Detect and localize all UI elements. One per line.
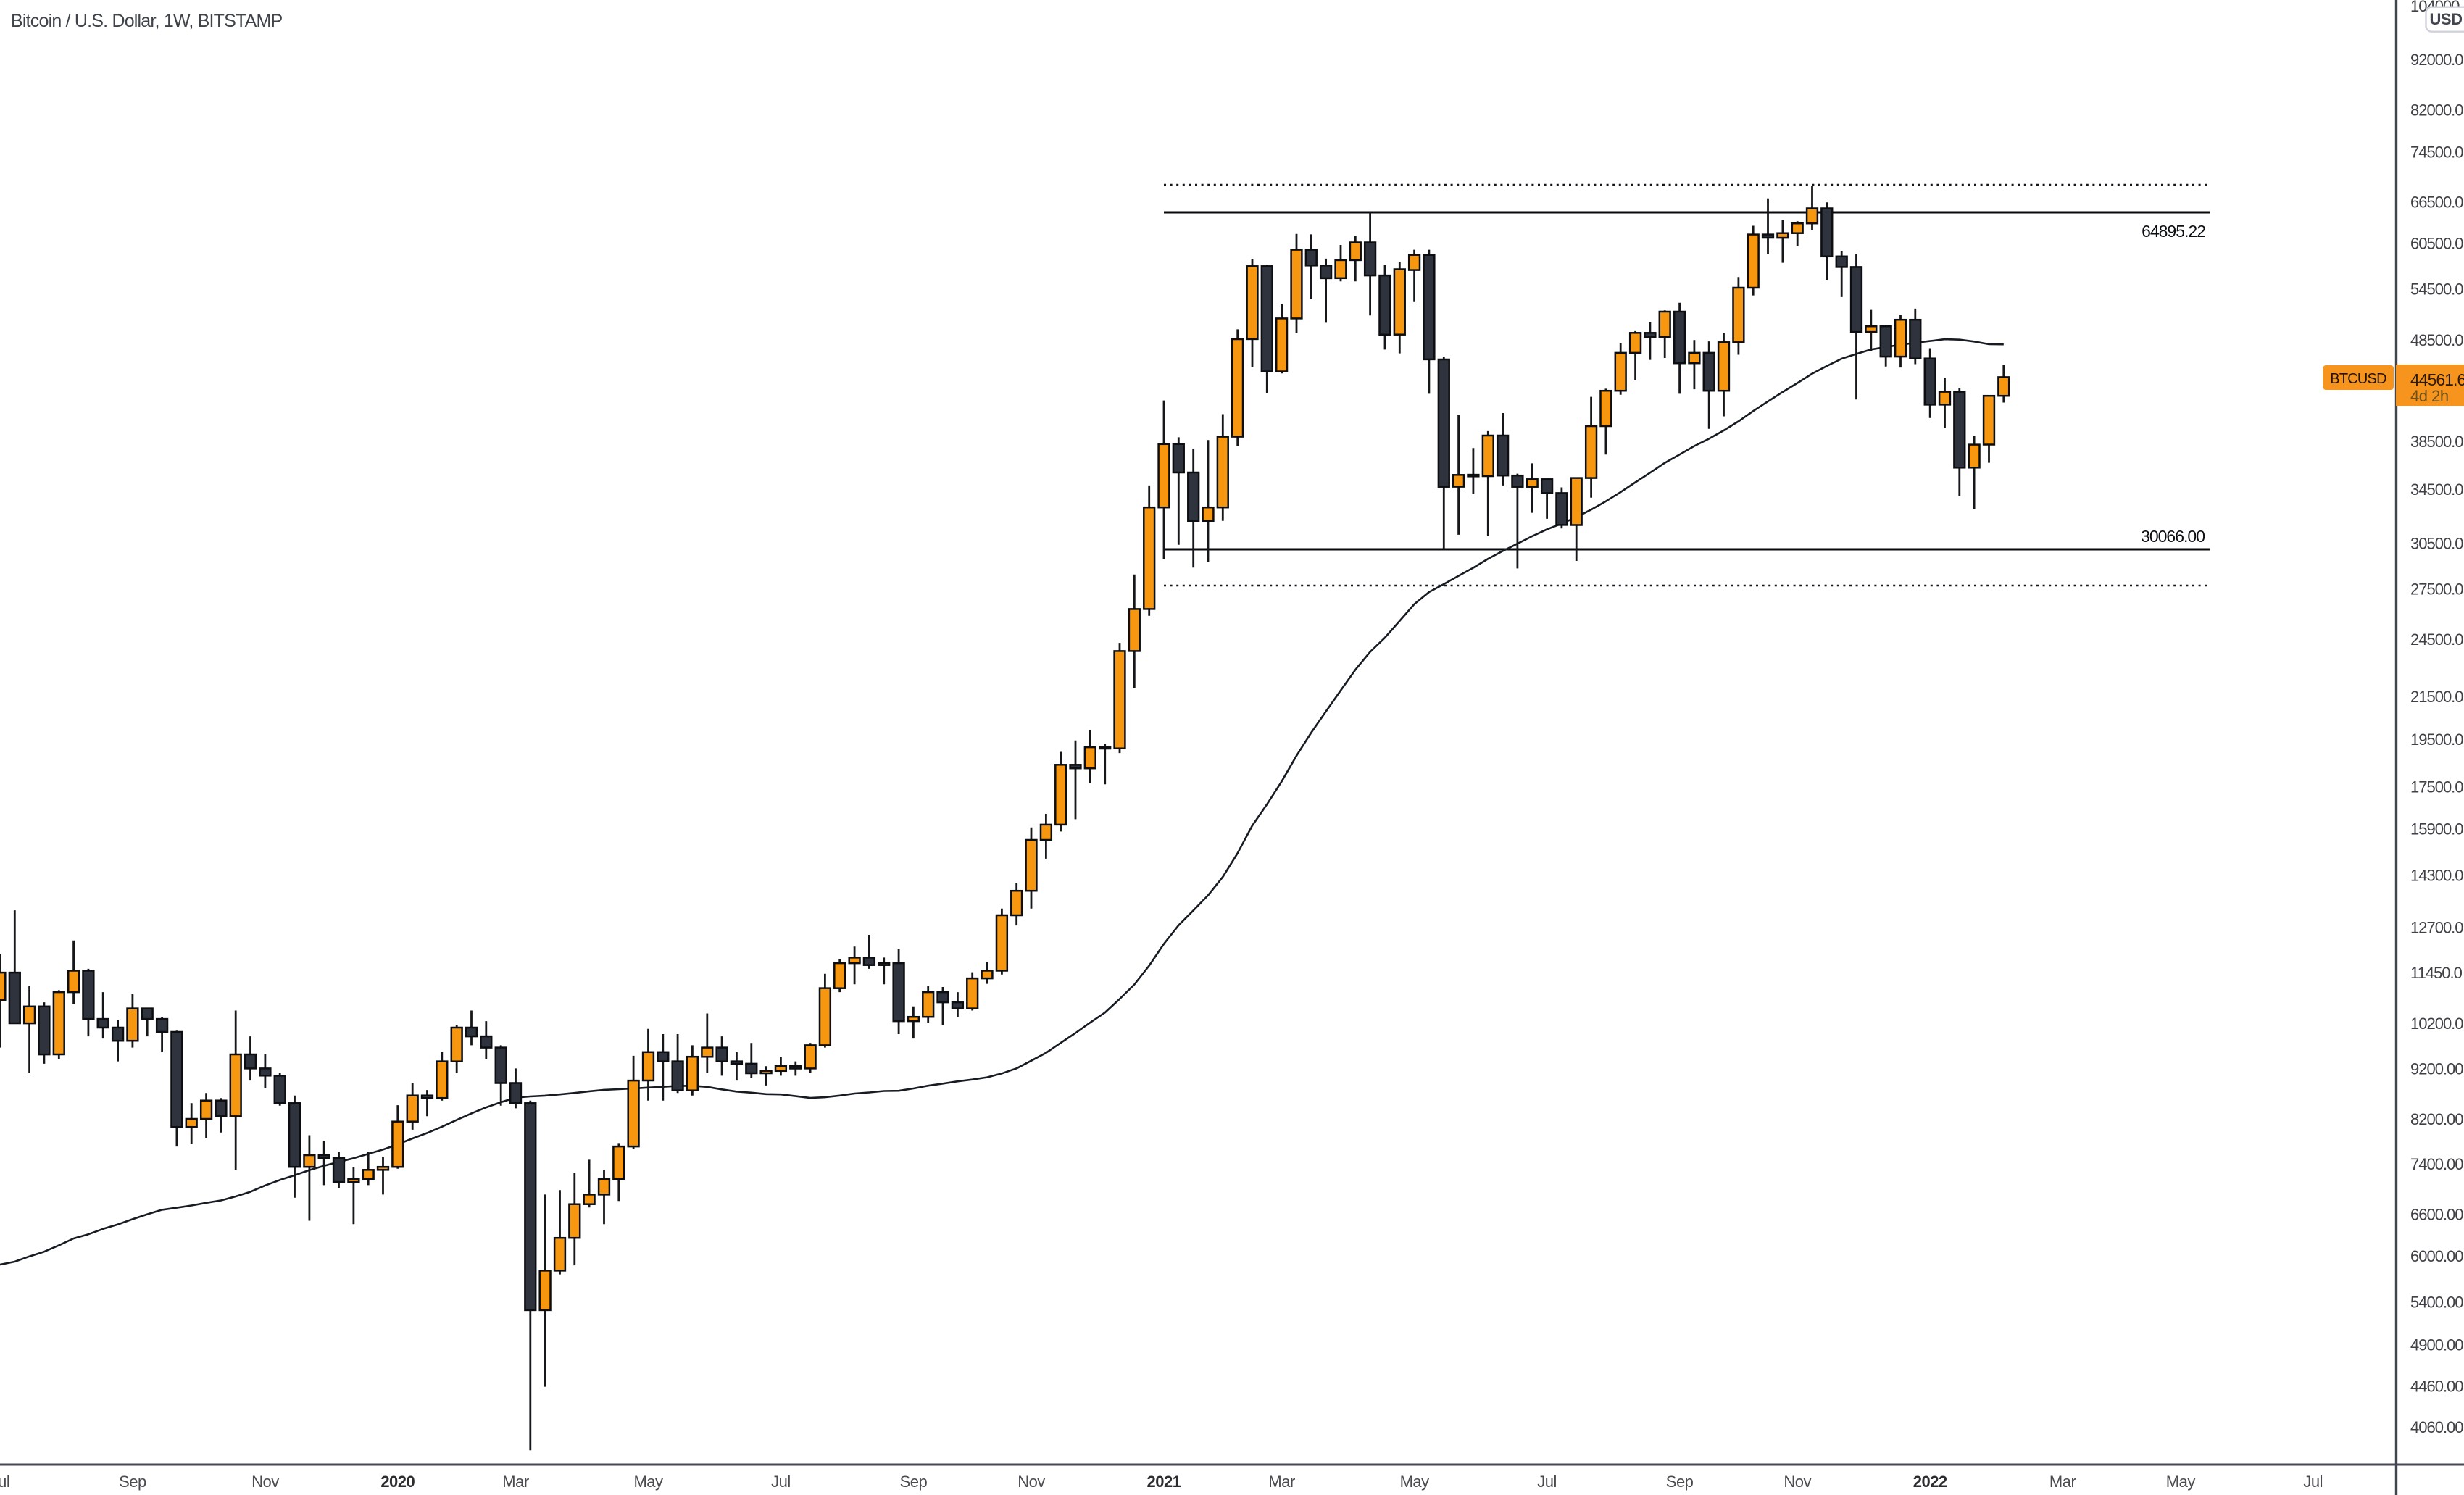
svg-text:2021: 2021 bbox=[1147, 1473, 1181, 1491]
svg-text:60500.0: 60500.0 bbox=[2410, 235, 2463, 253]
svg-text:7400.00: 7400.00 bbox=[2410, 1155, 2463, 1173]
svg-text:54500.0: 54500.0 bbox=[2410, 280, 2463, 299]
svg-text:11450.0: 11450.0 bbox=[2410, 964, 2463, 982]
svg-text:4900.00: 4900.00 bbox=[2410, 1336, 2463, 1354]
svg-text:May: May bbox=[633, 1473, 663, 1491]
svg-text:USD: USD bbox=[2430, 10, 2463, 28]
svg-text:24500.0: 24500.0 bbox=[2410, 630, 2463, 649]
svg-text:92000.0: 92000.0 bbox=[2410, 51, 2463, 69]
svg-text:30500.0: 30500.0 bbox=[2410, 535, 2463, 553]
svg-text:Sep: Sep bbox=[900, 1473, 928, 1491]
svg-text:2022: 2022 bbox=[1913, 1473, 1947, 1491]
svg-text:66500.0: 66500.0 bbox=[2410, 193, 2463, 211]
svg-text:Mar: Mar bbox=[502, 1473, 529, 1491]
svg-text:Jul: Jul bbox=[2303, 1473, 2323, 1491]
svg-text:4060.00: 4060.00 bbox=[2410, 1418, 2463, 1436]
svg-text:Nov: Nov bbox=[251, 1473, 279, 1491]
svg-text:BTCUSD: BTCUSD bbox=[2330, 371, 2386, 387]
svg-text:Jul: Jul bbox=[0, 1473, 9, 1491]
svg-text:30066.00: 30066.00 bbox=[2141, 527, 2205, 546]
svg-text:Jul: Jul bbox=[771, 1473, 791, 1491]
svg-text:38500.0: 38500.0 bbox=[2410, 433, 2463, 451]
svg-text:9200.00: 9200.00 bbox=[2410, 1059, 2463, 1078]
svg-text:5400.00: 5400.00 bbox=[2410, 1294, 2463, 1312]
svg-text:64895.22: 64895.22 bbox=[2142, 222, 2205, 241]
svg-text:May: May bbox=[1400, 1473, 1430, 1491]
svg-text:6600.00: 6600.00 bbox=[2410, 1205, 2463, 1223]
svg-text:Nov: Nov bbox=[1784, 1473, 1811, 1491]
svg-text:4460.00: 4460.00 bbox=[2410, 1377, 2463, 1395]
svg-text:14300.0: 14300.0 bbox=[2410, 867, 2463, 885]
svg-text:12700.0: 12700.0 bbox=[2410, 919, 2463, 937]
svg-text:19500.0: 19500.0 bbox=[2410, 730, 2463, 749]
svg-text:Mar: Mar bbox=[1268, 1473, 1295, 1491]
svg-text:74500.0: 74500.0 bbox=[2410, 143, 2463, 162]
svg-text:4d 2h: 4d 2h bbox=[2410, 387, 2449, 405]
svg-text:6000.00: 6000.00 bbox=[2410, 1247, 2463, 1265]
svg-text:Sep: Sep bbox=[1666, 1473, 1694, 1491]
svg-text:82000.0: 82000.0 bbox=[2410, 101, 2463, 120]
svg-text:27500.0: 27500.0 bbox=[2410, 580, 2463, 598]
svg-text:44561.6: 44561.6 bbox=[2410, 370, 2464, 389]
svg-text:21500.0: 21500.0 bbox=[2410, 688, 2463, 706]
svg-text:17500.0: 17500.0 bbox=[2410, 778, 2463, 796]
svg-text:Sep: Sep bbox=[119, 1473, 146, 1491]
svg-text:10200.0: 10200.0 bbox=[2410, 1015, 2463, 1033]
svg-text:May: May bbox=[2166, 1473, 2196, 1491]
svg-text:Mar: Mar bbox=[2049, 1473, 2076, 1491]
svg-text:15900.0: 15900.0 bbox=[2410, 820, 2463, 838]
svg-text:Nov: Nov bbox=[1017, 1473, 1045, 1491]
svg-text:8200.00: 8200.00 bbox=[2410, 1110, 2463, 1128]
svg-text:Jul: Jul bbox=[1537, 1473, 1557, 1491]
svg-text:34500.0: 34500.0 bbox=[2410, 480, 2463, 499]
svg-text:2020: 2020 bbox=[380, 1473, 415, 1491]
svg-text:48500.0: 48500.0 bbox=[2410, 331, 2463, 349]
svg-text:Bitcoin / U.S. Dollar, 1W, BIT: Bitcoin / U.S. Dollar, 1W, BITSTAMP bbox=[11, 11, 283, 31]
